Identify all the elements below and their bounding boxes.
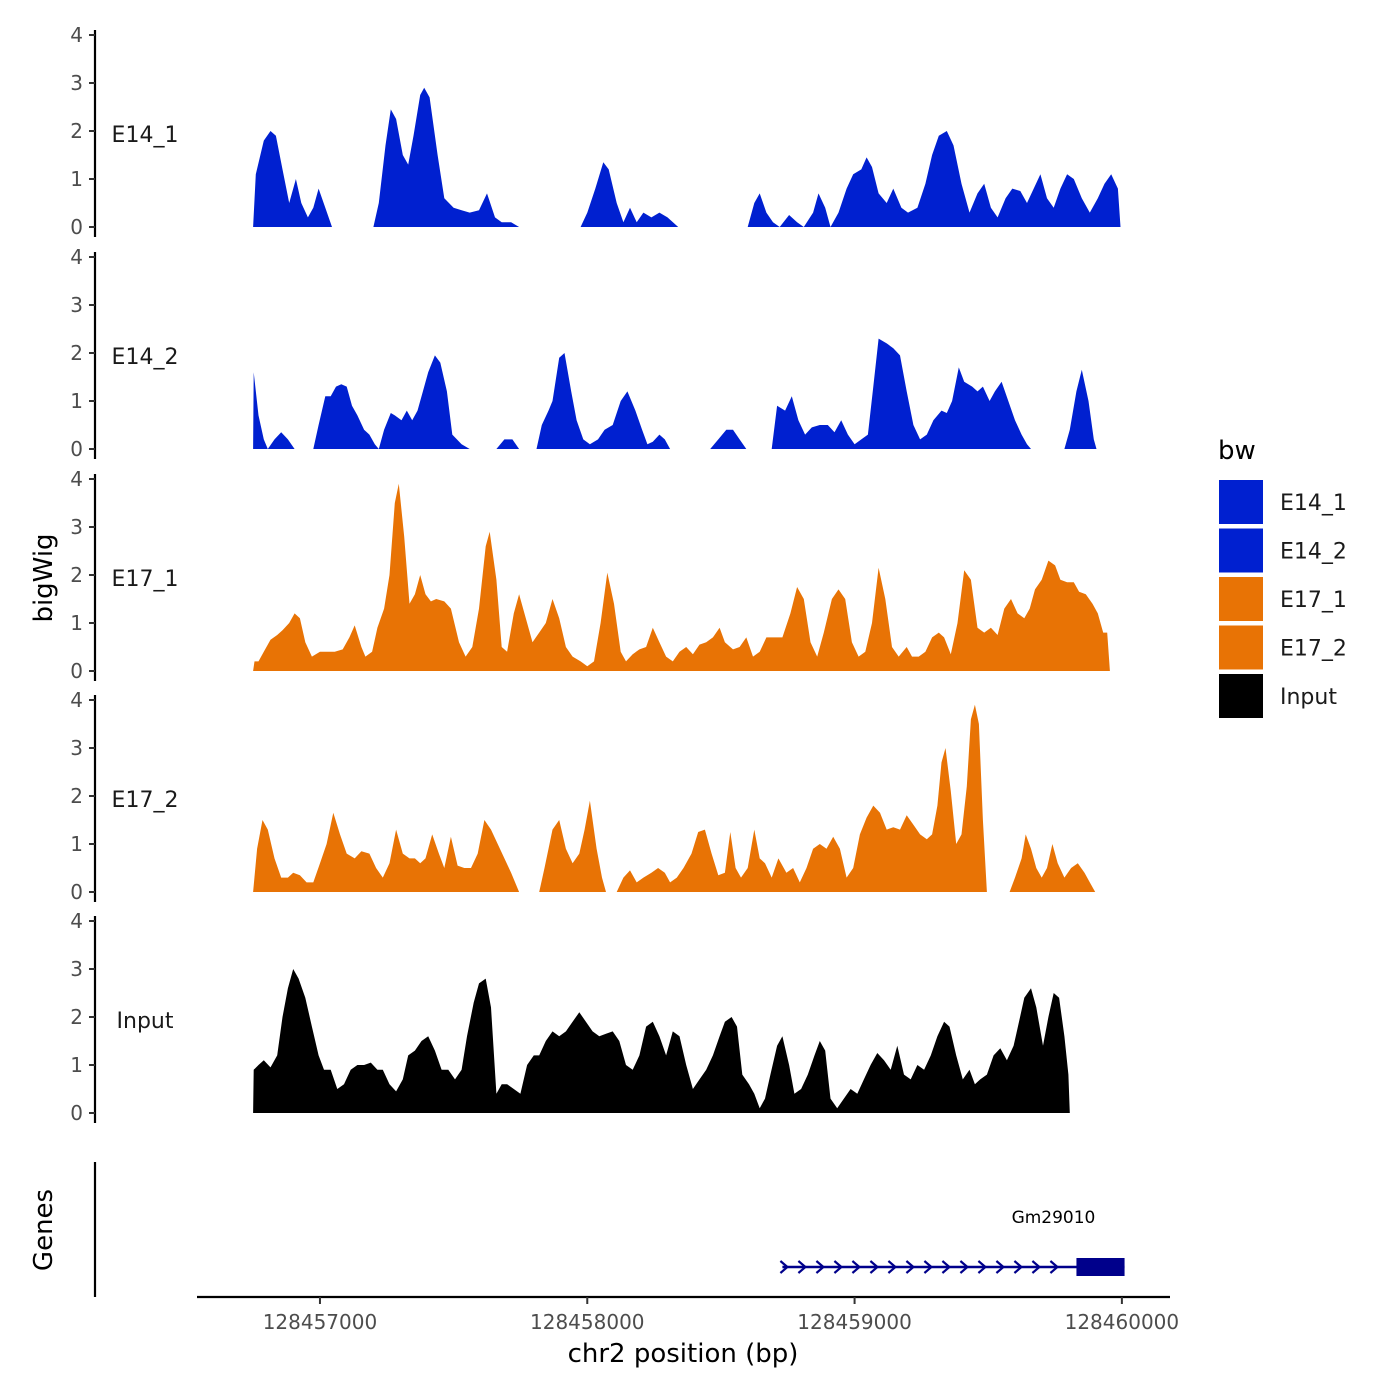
track-label-input: Input xyxy=(117,1009,174,1034)
y-tick-label: 2 xyxy=(70,1005,83,1029)
coverage-area-e14_1 xyxy=(580,162,679,227)
legend-label-e17_2: E17_2 xyxy=(1280,637,1347,662)
y-tick-label: 1 xyxy=(70,167,83,191)
y-tick-label: 4 xyxy=(70,909,83,933)
strand-arrow xyxy=(959,1260,970,1274)
y-tick-label: 4 xyxy=(70,23,83,47)
strand-arrow xyxy=(797,1260,808,1274)
legend-swatch-e17_1 xyxy=(1219,577,1263,621)
x-axis-title: chr2 position (bp) xyxy=(568,1339,799,1369)
legend-swatch-e14_2 xyxy=(1219,528,1263,573)
y-tick-label: 1 xyxy=(70,611,83,635)
strand-arrow xyxy=(1013,1260,1024,1274)
strand-arrow xyxy=(815,1260,826,1274)
coverage-area-e14_2 xyxy=(710,429,747,449)
track-label-e17_2: E17_2 xyxy=(112,788,179,813)
track-panel-e17_1: 0 1 2 3 4 E17_1 xyxy=(70,467,1110,683)
track-panels: 0 1 2 3 4 E14_1 0 1 2 3 4 E14_2 0 1 2 3 4 E17_1 0 1 2 3 4 E17_2… xyxy=(70,23,1121,1125)
y-tick-label: 3 xyxy=(70,71,83,95)
strand-arrow xyxy=(887,1260,898,1274)
track-label-e14_1: E14_1 xyxy=(112,123,179,148)
strand-arrow xyxy=(779,1260,790,1274)
track-label-e17_1: E17_1 xyxy=(112,567,179,592)
track-panel-input: 0 1 2 3 4 Input xyxy=(70,909,1070,1125)
y-tick-label: 2 xyxy=(70,784,83,808)
track-panel-e14_1: 0 1 2 3 4 E14_1 xyxy=(70,23,1121,239)
gene-label: Gm29010 xyxy=(1012,1208,1096,1228)
legend-label-e14_2: E14_2 xyxy=(1280,540,1347,565)
coverage-area-e17_2 xyxy=(539,800,606,892)
y-tick-label: 1 xyxy=(70,832,83,856)
genes-axis-title: Genes xyxy=(29,1189,59,1271)
x-tick-label: 128459000 xyxy=(797,1310,912,1334)
coverage-area-e14_1 xyxy=(373,87,520,227)
legend-label-input: Input xyxy=(1280,685,1337,710)
coverage-area-e14_1 xyxy=(747,131,1121,227)
coverage-area-e14_2 xyxy=(536,353,671,449)
strand-arrow xyxy=(905,1260,916,1274)
coverage-area-e17_1 xyxy=(253,483,1110,671)
coverage-area-input xyxy=(253,969,1070,1113)
strand-arrow xyxy=(923,1260,934,1274)
y-tick-label: 3 xyxy=(70,957,83,981)
y-tick-label: 1 xyxy=(70,389,83,413)
y-tick-label: 3 xyxy=(70,293,83,317)
coverage-area-e14_2 xyxy=(1064,369,1097,449)
strand-arrow xyxy=(833,1260,844,1274)
legend-swatch-e14_1 xyxy=(1219,480,1263,524)
y-tick-label: 3 xyxy=(70,515,83,539)
strand-arrow xyxy=(1031,1260,1042,1274)
legend-swatch-input xyxy=(1219,674,1263,718)
strand-arrow xyxy=(869,1260,880,1274)
track-label-e14_2: E14_2 xyxy=(112,345,179,370)
coverage-area-e14_1 xyxy=(253,131,332,227)
strand-arrow xyxy=(851,1260,862,1274)
track-panel-e17_2: 0 1 2 3 4 E17_2 xyxy=(70,688,1096,904)
y-tick-label: 4 xyxy=(70,688,83,712)
coverage-area-e14_2 xyxy=(313,355,470,449)
y-tick-label: 4 xyxy=(70,467,83,491)
track-panel-e14_2: 0 1 2 3 4 E14_2 xyxy=(70,245,1097,461)
legend: bw E14_1 E14_2 E17_1 E17_2 Input xyxy=(1218,436,1347,718)
gene-panel: Gm29010 xyxy=(93,1162,1125,1297)
y-tick-label: 0 xyxy=(70,1101,83,1125)
y-axis-title: bigWig xyxy=(29,533,59,622)
gene-exon xyxy=(1076,1258,1125,1276)
y-tick-label: 2 xyxy=(70,119,83,143)
coverage-area-e14_2 xyxy=(253,372,295,449)
strand-arrow xyxy=(1049,1260,1060,1274)
legend-label-e14_1: E14_1 xyxy=(1280,491,1347,516)
coverage-area-e17_2 xyxy=(616,704,987,892)
coverage-area-e14_2 xyxy=(496,439,520,449)
y-tick-label: 0 xyxy=(70,880,83,904)
y-tick-label: 4 xyxy=(70,245,83,269)
y-tick-label: 2 xyxy=(70,563,83,587)
y-tick-label: 1 xyxy=(70,1053,83,1077)
coverage-area-e14_2 xyxy=(771,338,1031,449)
coverage-area-e17_2 xyxy=(1009,834,1096,892)
y-tick-label: 2 xyxy=(70,341,83,365)
y-tick-label: 3 xyxy=(70,736,83,760)
coverage-area-e17_2 xyxy=(253,812,520,892)
x-axis: 128457000 128458000 128459000 128460000 xyxy=(197,1295,1180,1334)
strand-arrow xyxy=(995,1260,1006,1274)
x-tick-label: 128460000 xyxy=(1065,1310,1180,1334)
y-tick-label: 0 xyxy=(70,215,83,239)
strand-arrow xyxy=(941,1260,952,1274)
y-tick-label: 0 xyxy=(70,659,83,683)
x-tick-label: 128458000 xyxy=(530,1310,645,1334)
legend-title: bw xyxy=(1218,436,1256,466)
x-tick-label: 128457000 xyxy=(263,1310,378,1334)
legend-label-e17_1: E17_1 xyxy=(1280,588,1347,613)
y-tick-label: 0 xyxy=(70,437,83,461)
legend-swatch-e17_2 xyxy=(1219,625,1263,670)
strand-arrow xyxy=(977,1260,988,1274)
